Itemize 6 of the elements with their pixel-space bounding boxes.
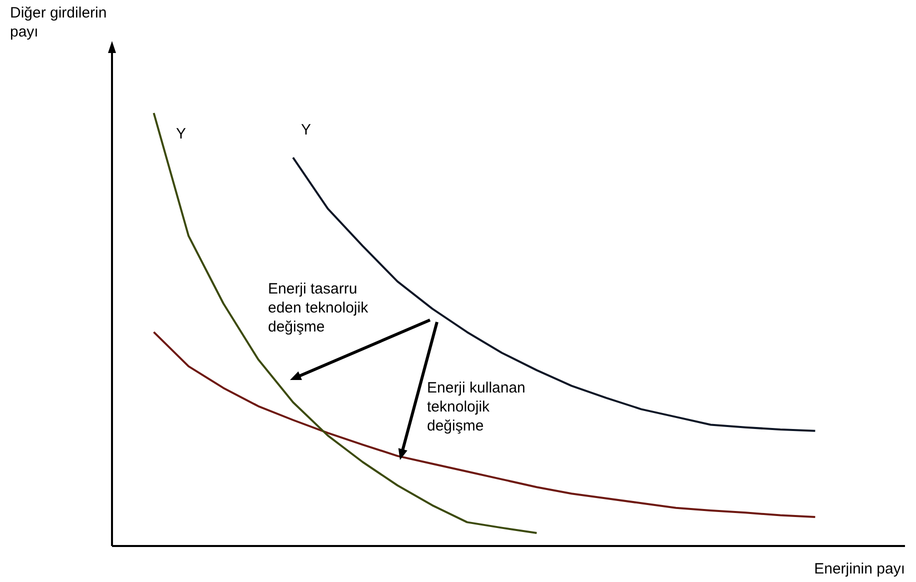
text: Diğer girdilerin payı bbox=[10, 4, 107, 41]
annotation: Enerji tasarru eden teknolojik değişme bbox=[268, 280, 369, 336]
annotation: Enerji kullanan teknolojik değişme bbox=[427, 380, 526, 435]
x-axis-title: Enerjinin payı bbox=[814, 560, 905, 578]
annotation: Y bbox=[301, 122, 312, 139]
annotation: Y bbox=[176, 126, 186, 143]
